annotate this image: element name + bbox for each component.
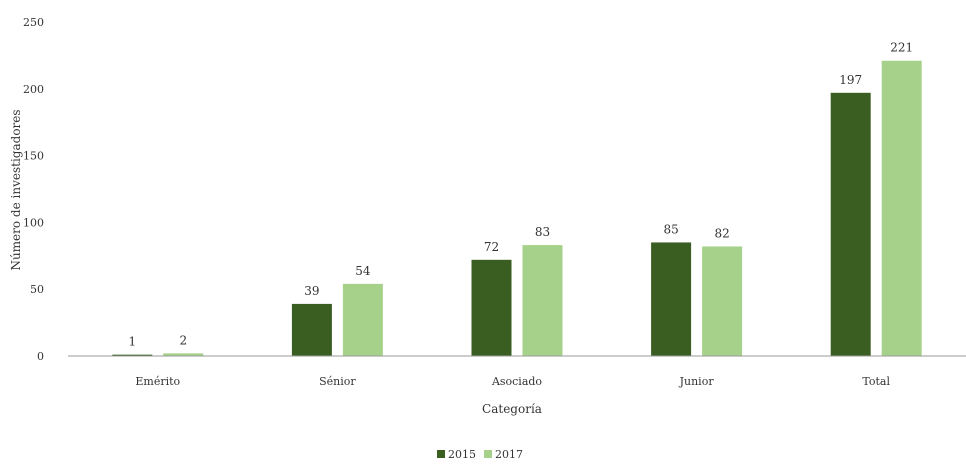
bar-value-label: 39 [304, 284, 319, 298]
x-axis-title: Categoría [482, 402, 542, 416]
legend-label-2017: 2017 [495, 448, 523, 461]
bar-2017 [342, 283, 383, 356]
value-labels: 1 2 39 54 72 83 85 82 197 221 [128, 41, 913, 349]
legend-swatch-2015 [437, 450, 445, 458]
x-tick-label: Sénior [319, 375, 356, 388]
bars [112, 60, 922, 357]
bar-value-label: 54 [355, 264, 371, 278]
bar-value-label: 82 [714, 226, 729, 240]
bar-2017 [163, 353, 204, 356]
y-tick-label: 50 [30, 283, 44, 296]
bar-2017 [881, 60, 922, 357]
x-tick-label: Total [862, 375, 890, 388]
bar-2015 [112, 354, 153, 356]
bar-value-label: 221 [890, 41, 913, 55]
y-axis-ticks: 0 50 100 150 200 250 [23, 16, 44, 363]
legend-label-2015: 2015 [448, 448, 476, 461]
x-axis-ticks: Emérito Sénior Asociado Junior Total [135, 375, 890, 388]
bar-value-label: 72 [484, 240, 499, 254]
legend: 2015 2017 [437, 448, 523, 461]
bar-2015 [471, 259, 512, 356]
bar-2015 [830, 92, 871, 357]
bar-value-label: 197 [839, 73, 862, 87]
bar-value-label: 1 [128, 335, 136, 349]
bar-2015 [651, 242, 692, 356]
bar-value-label: 83 [535, 225, 550, 239]
y-tick-label: 100 [23, 216, 44, 229]
y-tick-label: 0 [37, 350, 44, 363]
legend-swatch-2017 [484, 450, 492, 458]
x-tick-label: Emérito [135, 375, 180, 388]
x-tick-label: Junior [679, 375, 715, 388]
x-tick-label: Asociado [491, 375, 542, 388]
bar-2017 [522, 245, 563, 356]
bar-value-label: 85 [663, 222, 678, 236]
y-tick-label: 250 [23, 16, 44, 29]
bar-2017 [702, 246, 743, 356]
y-axis-title: Número de investigadores [9, 109, 23, 270]
bar-value-label: 2 [179, 333, 187, 347]
bar-2015 [291, 303, 332, 356]
y-tick-label: 150 [23, 150, 44, 163]
y-tick-label: 200 [23, 83, 44, 96]
